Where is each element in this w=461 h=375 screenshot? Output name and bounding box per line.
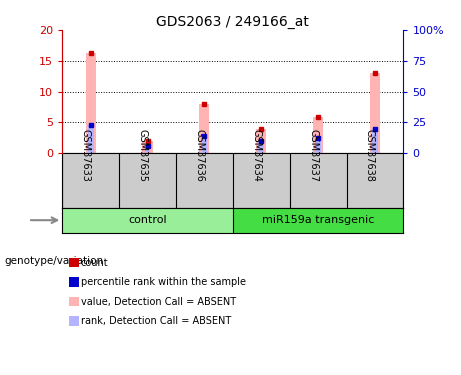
Text: GSM37633: GSM37633 [81,129,91,182]
Text: GSM37638: GSM37638 [365,129,375,182]
Text: genotype/variation: genotype/variation [5,256,104,266]
Title: GDS2063 / 249166_at: GDS2063 / 249166_at [156,15,309,29]
Text: control: control [128,215,167,225]
Bar [313,117,323,153]
Bar [370,73,380,153]
Text: rank, Detection Call = ABSENT: rank, Detection Call = ABSENT [81,316,231,326]
Text: count: count [81,258,108,267]
Bar [62,208,233,232]
Text: GSM37637: GSM37637 [308,129,318,182]
Bar [315,138,321,153]
Bar [256,129,266,153]
Bar [372,129,378,153]
Text: GSM37636: GSM37636 [195,129,204,182]
Text: GSM37634: GSM37634 [251,129,261,182]
Bar [199,104,209,153]
Text: GSM37635: GSM37635 [137,129,148,182]
Text: percentile rank within the sample: percentile rank within the sample [81,277,246,287]
Text: value, Detection Call = ABSENT: value, Detection Call = ABSENT [81,297,236,306]
Bar [233,208,403,232]
Bar [142,141,153,153]
Bar [145,146,150,153]
Bar [258,141,264,153]
Bar [88,125,94,153]
Bar [86,53,96,153]
Text: miR159a transgenic: miR159a transgenic [262,215,374,225]
Bar [201,136,207,153]
